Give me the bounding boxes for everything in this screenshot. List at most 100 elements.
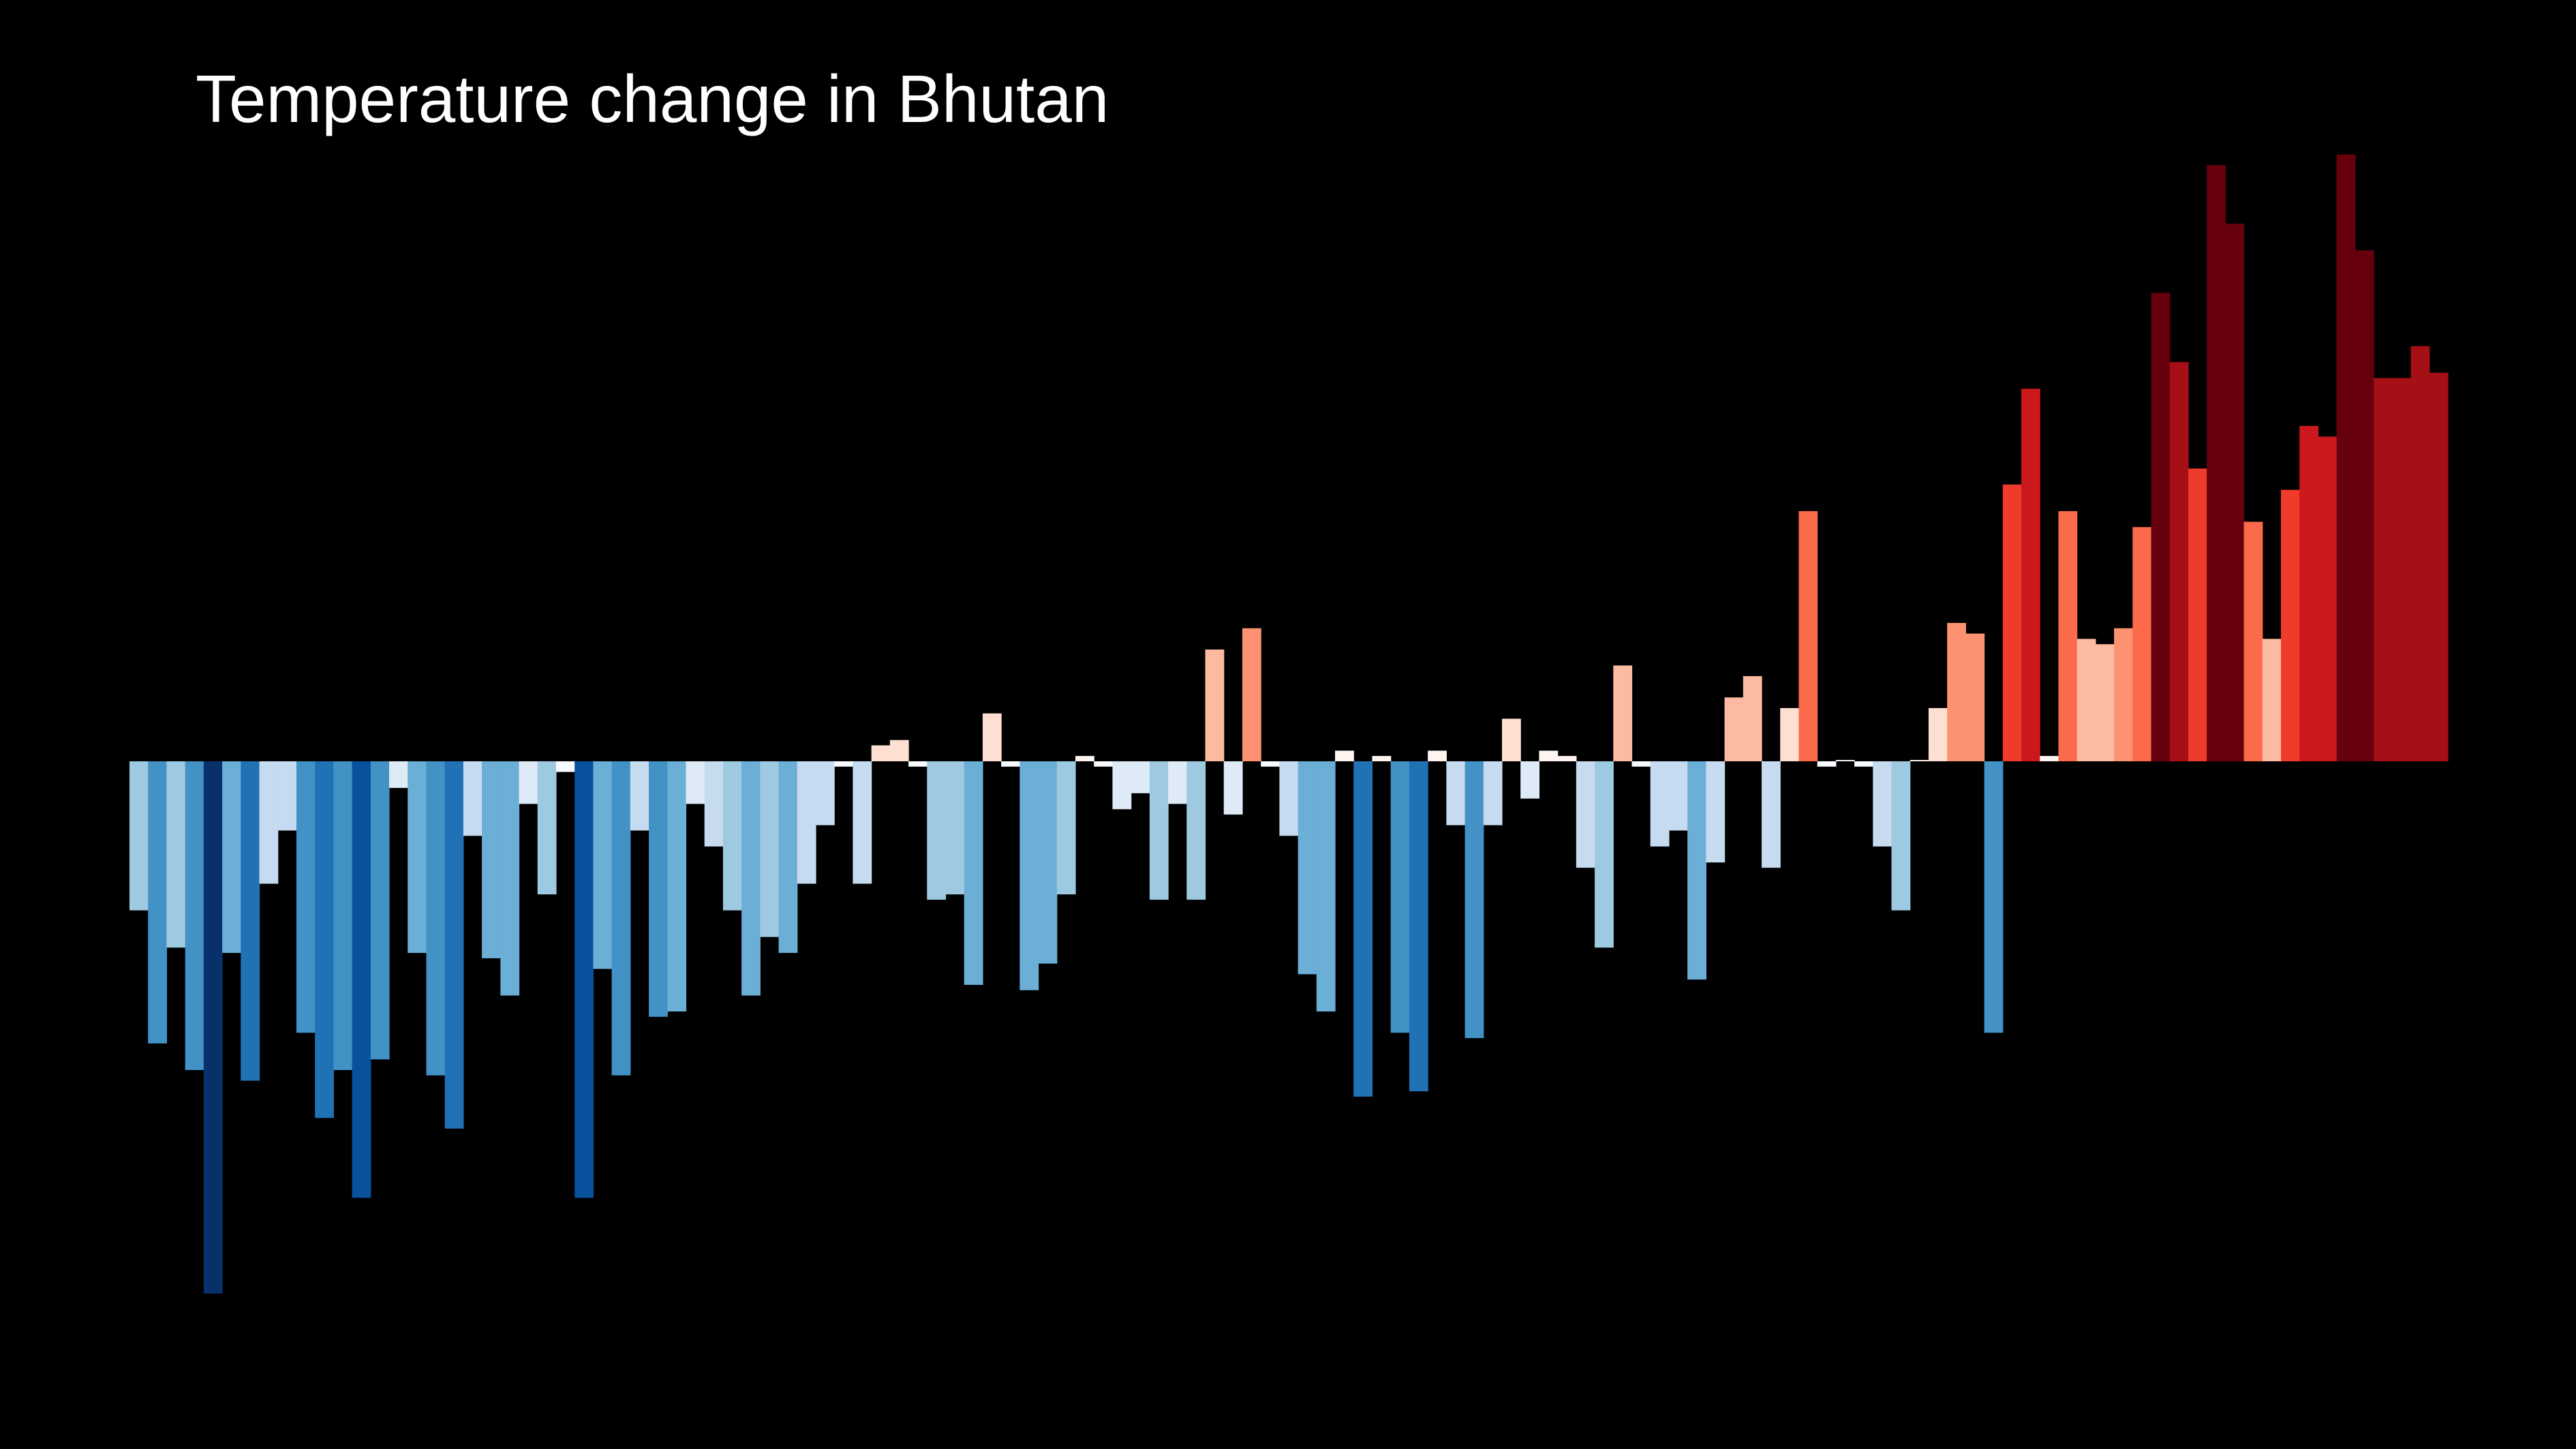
bar	[370, 761, 390, 1060]
bar	[722, 761, 742, 911]
bar	[1446, 761, 1466, 825]
bar	[2021, 388, 2040, 761]
bar	[574, 761, 594, 1198]
bar	[1687, 761, 1706, 980]
bar	[1668, 761, 1688, 831]
bar	[1984, 761, 2004, 1033]
bar	[1724, 697, 1744, 761]
bar	[444, 761, 464, 1129]
bar	[945, 761, 965, 895]
bar	[1743, 676, 1762, 761]
bar	[2169, 362, 2189, 761]
bar	[1112, 761, 1132, 810]
bar	[2040, 756, 2059, 761]
bar	[1891, 761, 1911, 911]
bar	[1557, 756, 1577, 761]
bar	[241, 761, 260, 1081]
bar	[889, 739, 909, 761]
bar	[1390, 761, 1410, 1033]
bar	[1149, 761, 1169, 900]
bar	[1168, 761, 1187, 804]
bar	[1223, 761, 1243, 815]
bar	[333, 761, 353, 1070]
bar	[760, 761, 780, 937]
bar	[2336, 154, 2356, 761]
bar	[2355, 250, 2374, 761]
bar	[2299, 425, 2319, 761]
bar	[2002, 484, 2022, 761]
bar	[2058, 510, 2078, 761]
bar	[555, 761, 575, 772]
bar	[2151, 292, 2171, 762]
bar	[1335, 750, 1354, 761]
bar	[166, 761, 186, 948]
bar	[1409, 761, 1428, 1092]
bar	[1316, 761, 1336, 1012]
bar	[1631, 761, 1651, 767]
bar	[1928, 707, 1948, 761]
bar	[1353, 761, 1373, 1097]
bar	[352, 761, 371, 1198]
bar	[1038, 761, 1058, 964]
bar	[630, 761, 649, 831]
bar	[315, 761, 334, 1118]
bar	[853, 761, 872, 884]
bar	[296, 761, 316, 1033]
bar	[927, 761, 947, 900]
bar	[1873, 761, 1892, 846]
bar	[1465, 761, 1484, 1039]
bar	[834, 761, 854, 767]
bar	[1298, 761, 1317, 975]
bar	[2114, 628, 2133, 761]
bar	[1428, 750, 1447, 761]
bar	[2262, 639, 2282, 761]
bar	[148, 761, 168, 1043]
bar	[1131, 761, 1150, 793]
bar	[259, 761, 279, 884]
chart-title: Temperature change in Bhutan	[196, 61, 1109, 136]
bar	[686, 761, 705, 804]
bar	[1019, 761, 1039, 990]
bar	[1520, 761, 1540, 799]
bar	[1613, 665, 1633, 761]
bar	[908, 761, 927, 767]
bar	[2076, 639, 2096, 761]
bar	[2243, 521, 2263, 761]
bar	[408, 761, 427, 954]
bar	[185, 761, 204, 1070]
bar	[1094, 761, 1114, 767]
bar	[611, 761, 631, 1076]
bar	[871, 745, 891, 761]
bar	[1780, 707, 1800, 761]
bar	[1001, 761, 1020, 767]
bar	[2225, 224, 2245, 761]
bar	[1186, 761, 1206, 900]
bar	[1762, 761, 1781, 868]
bar	[1817, 761, 1837, 767]
bar	[1650, 761, 1670, 846]
bar	[1947, 622, 1966, 761]
bar	[964, 761, 983, 986]
bar	[519, 761, 538, 804]
bar	[1595, 761, 1614, 948]
bar-series	[129, 154, 2449, 1294]
bar	[815, 761, 835, 825]
bar	[203, 761, 223, 1294]
bar	[1576, 761, 1595, 868]
bar	[741, 761, 761, 996]
bar	[1242, 628, 1261, 761]
bar	[426, 761, 446, 1076]
bar	[1854, 761, 1873, 767]
bar	[2318, 436, 2337, 761]
bar	[1706, 761, 1726, 863]
bar	[1279, 761, 1299, 836]
bar	[222, 761, 241, 954]
bar	[1965, 633, 1985, 761]
bar	[2429, 372, 2449, 761]
bar	[1205, 649, 1225, 761]
bar	[667, 761, 687, 1012]
bar	[1539, 750, 1559, 761]
bar	[500, 761, 520, 996]
